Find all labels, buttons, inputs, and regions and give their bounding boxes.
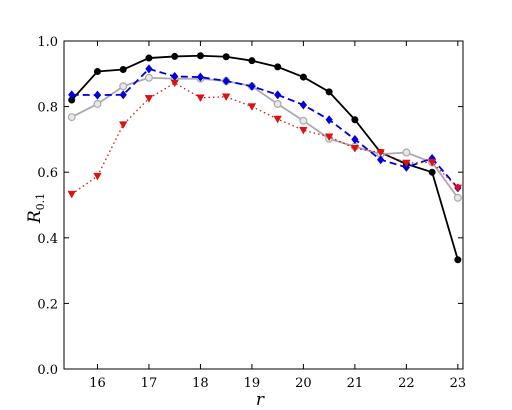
data-point bbox=[273, 115, 282, 124]
series-0 bbox=[68, 52, 462, 264]
data-point bbox=[93, 68, 101, 76]
x-tick-label: 17 bbox=[141, 376, 158, 391]
data-point bbox=[376, 149, 385, 157]
data-point bbox=[428, 168, 436, 176]
data-point bbox=[247, 103, 257, 111]
data-point bbox=[402, 159, 411, 168]
data-point bbox=[454, 256, 462, 264]
data-point bbox=[222, 76, 230, 86]
y-tick-label: 1.0 bbox=[37, 35, 58, 50]
data-point bbox=[299, 73, 307, 81]
y-tick-label: 0.8 bbox=[37, 101, 58, 116]
data-point bbox=[221, 93, 231, 102]
data-point bbox=[144, 73, 153, 82]
data-point bbox=[274, 63, 282, 71]
data-point bbox=[325, 88, 333, 96]
y-axis-label: R0.1 bbox=[25, 193, 47, 224]
x-axis-label: r bbox=[256, 390, 265, 410]
y-tick-label: 0.0 bbox=[37, 363, 58, 378]
data-point bbox=[93, 99, 102, 108]
data-point bbox=[248, 81, 256, 91]
data-point bbox=[324, 133, 334, 142]
data-point bbox=[351, 134, 359, 145]
data-point bbox=[299, 116, 308, 125]
series-layer bbox=[67, 52, 463, 264]
data-point bbox=[350, 144, 360, 153]
x-tick-label: 21 bbox=[347, 376, 364, 391]
data-point bbox=[376, 155, 385, 165]
series-line bbox=[71, 82, 459, 195]
data-point bbox=[196, 94, 205, 103]
data-point bbox=[273, 90, 282, 100]
data-point bbox=[145, 54, 153, 62]
y-axis-label-sub: 0.1 bbox=[34, 193, 47, 211]
data-point bbox=[325, 115, 333, 125]
series-3 bbox=[67, 79, 463, 199]
data-point bbox=[273, 99, 282, 108]
y-tick-label: 0.6 bbox=[37, 166, 58, 181]
data-point bbox=[196, 52, 204, 60]
series-line bbox=[71, 67, 459, 189]
data-point bbox=[427, 159, 437, 167]
data-point bbox=[402, 148, 411, 157]
data-point bbox=[222, 53, 230, 61]
y-axis: 0.0 0.2 0.4 0.6 0.8 1.0 bbox=[37, 35, 463, 378]
x-tick-label: 20 bbox=[295, 376, 312, 391]
data-point bbox=[119, 82, 128, 91]
data-point bbox=[119, 66, 127, 74]
data-point bbox=[119, 90, 127, 100]
data-point bbox=[196, 72, 205, 82]
series-line bbox=[71, 76, 459, 199]
x-tick-label: 18 bbox=[192, 376, 209, 391]
x-tick-label: 22 bbox=[398, 376, 415, 391]
series-line bbox=[71, 54, 459, 261]
data-point bbox=[93, 172, 102, 181]
data-point bbox=[118, 121, 128, 129]
data-point bbox=[145, 64, 153, 74]
x-tick-label: 19 bbox=[244, 376, 261, 391]
series-2 bbox=[68, 64, 462, 193]
x-tick-label: 23 bbox=[450, 376, 467, 391]
x-tick-label: 16 bbox=[89, 376, 106, 391]
x-axis: 16 17 18 19 20 21 22 23 bbox=[89, 41, 466, 391]
data-point bbox=[170, 79, 179, 88]
y-axis-label-main: R bbox=[25, 210, 45, 224]
series-1 bbox=[67, 73, 462, 202]
data-point bbox=[68, 90, 76, 100]
plot-frame bbox=[63, 40, 464, 370]
data-point bbox=[67, 190, 76, 199]
y-tick-label: 0.2 bbox=[37, 297, 58, 312]
data-point bbox=[299, 126, 308, 135]
data-point bbox=[248, 57, 256, 65]
data-point bbox=[171, 52, 179, 60]
data-point bbox=[93, 90, 102, 100]
data-point bbox=[299, 100, 308, 110]
data-point bbox=[144, 95, 154, 103]
y-tick-label: 0.4 bbox=[37, 232, 58, 247]
plot-area bbox=[63, 40, 464, 370]
data-point bbox=[67, 113, 76, 122]
data-point bbox=[351, 116, 359, 124]
data-point bbox=[453, 193, 462, 202]
data-point bbox=[453, 184, 463, 193]
